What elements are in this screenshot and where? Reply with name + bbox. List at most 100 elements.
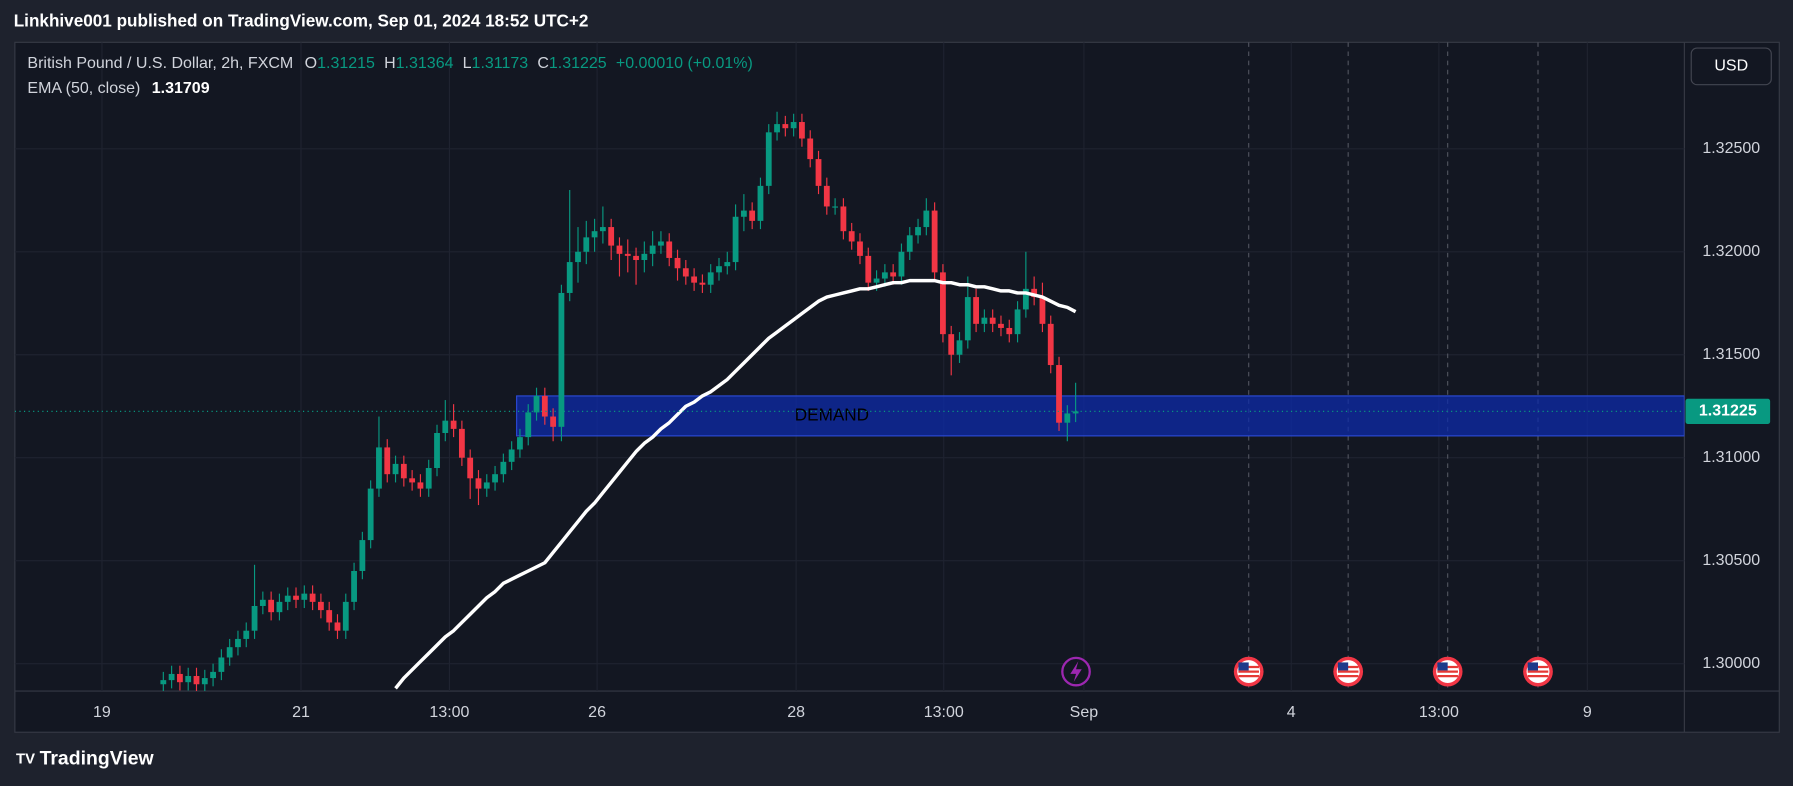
ema-value: 1.31709 — [152, 80, 210, 97]
last-price-label: 1.31225 — [1699, 403, 1757, 420]
candle-body — [757, 185, 764, 221]
x-tick-label: 26 — [588, 704, 606, 721]
candle-body — [956, 340, 963, 355]
last-price-box — [1685, 398, 1771, 424]
x-tick-label: 13:00 — [1419, 704, 1459, 721]
candle-body — [1039, 297, 1046, 324]
candle-body — [458, 428, 465, 458]
candle-body — [633, 255, 639, 261]
candle-body — [434, 432, 440, 469]
close-value: 1.31225 — [549, 55, 607, 72]
candle-body — [815, 159, 822, 186]
candle-body — [517, 437, 523, 450]
y-tick-label: 1.30000 — [1702, 655, 1760, 672]
candle-body — [989, 317, 996, 324]
candle-body — [185, 676, 192, 683]
candle-body — [293, 595, 299, 600]
candle-body — [201, 678, 208, 685]
x-tick-label: Sep — [1070, 704, 1099, 721]
x-tick-label: 21 — [292, 704, 310, 721]
flag-icon[interactable] — [1333, 656, 1364, 687]
currency[interactable]: USD — [1714, 58, 1748, 75]
candle-body — [218, 657, 225, 672]
candle-body — [467, 457, 474, 479]
candle-body — [409, 478, 416, 483]
currency-button[interactable] — [1690, 47, 1772, 86]
candle-body — [716, 266, 722, 273]
candle-body — [782, 124, 789, 129]
candle-body — [550, 416, 557, 427]
candle-body — [765, 132, 772, 186]
candle-body — [940, 272, 946, 335]
candle-body — [450, 420, 457, 429]
candle-body — [1072, 411, 1079, 414]
candle-body — [392, 463, 399, 475]
header: Linkhive001 published on TradingView.com… — [14, 10, 589, 30]
candle-body — [525, 412, 532, 438]
candle-body — [724, 262, 731, 267]
ohlc-label: C — [537, 55, 549, 72]
zone-label: DEMAND — [795, 404, 869, 424]
candle-body — [575, 251, 581, 263]
logo-text: TradingView — [40, 748, 155, 770]
y-tick-label: 1.31000 — [1702, 449, 1760, 466]
candle-body — [317, 601, 324, 611]
candle-body — [1006, 327, 1013, 335]
x-tick-label: 19 — [93, 704, 111, 721]
candle-body — [1047, 323, 1054, 366]
candle-body — [740, 210, 747, 217]
candle-body — [691, 276, 698, 283]
candle-body — [400, 463, 407, 479]
candle-body — [326, 610, 333, 623]
ohlc-label: O — [305, 55, 317, 72]
candle-body — [1031, 288, 1038, 298]
candle-body — [915, 227, 921, 236]
candle-body — [641, 253, 648, 261]
candle-body — [558, 292, 565, 427]
candle-body — [898, 251, 905, 277]
candle-body — [583, 237, 590, 252]
x-tick-label: 13:00 — [429, 704, 469, 721]
candle-body — [259, 599, 266, 606]
grid — [14, 42, 1685, 692]
candle-body — [599, 227, 606, 232]
candle-body — [243, 630, 250, 639]
change: +0.00010 (+0.01%) — [616, 55, 753, 72]
event-icons — [1061, 656, 1553, 687]
ema-legend: EMA (50, close) 1.31709 — [27, 80, 209, 97]
candle-body — [533, 395, 540, 413]
candle-body — [1056, 365, 1062, 423]
plot-area: DEMAND — [14, 111, 1685, 692]
candle-body — [591, 231, 598, 238]
x-tick-label: 4 — [1287, 704, 1296, 721]
candle-body — [541, 395, 548, 417]
candle-body — [948, 334, 955, 355]
candle-body — [334, 622, 341, 631]
candle-body — [666, 241, 673, 258]
candle-body — [235, 638, 241, 648]
candle-body — [309, 593, 316, 602]
candle-body — [857, 241, 863, 256]
candle-body — [226, 647, 233, 658]
candle-body — [193, 676, 200, 685]
candle-body — [865, 255, 872, 283]
candle-body — [367, 488, 374, 541]
flag-icon[interactable] — [1233, 656, 1264, 687]
legend: British Pound / U.S. Dollar, 2h, FXCM O1.… — [27, 55, 752, 72]
candle-body — [807, 138, 814, 160]
candle-body — [832, 206, 839, 208]
candle-body — [840, 206, 847, 232]
flag-icon[interactable] — [1523, 656, 1553, 687]
lightning — [1070, 661, 1082, 682]
events — [1248, 42, 1539, 692]
candle-body — [284, 595, 291, 602]
y-tick-label: 1.32500 — [1702, 140, 1760, 157]
candle-body — [699, 282, 706, 285]
candle-body — [1022, 288, 1029, 310]
candle-body — [608, 227, 615, 246]
flag-icon[interactable] — [1432, 656, 1463, 687]
candle-body — [890, 272, 897, 277]
candle-body — [177, 673, 183, 683]
ohlc-label: L — [463, 55, 472, 72]
